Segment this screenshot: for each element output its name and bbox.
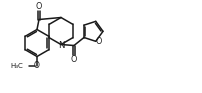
Text: O: O	[36, 1, 42, 11]
Text: H₃C: H₃C	[10, 62, 23, 69]
Text: O: O	[34, 61, 40, 70]
Text: O: O	[95, 37, 101, 46]
Text: N: N	[58, 41, 64, 50]
Text: O: O	[71, 54, 77, 64]
